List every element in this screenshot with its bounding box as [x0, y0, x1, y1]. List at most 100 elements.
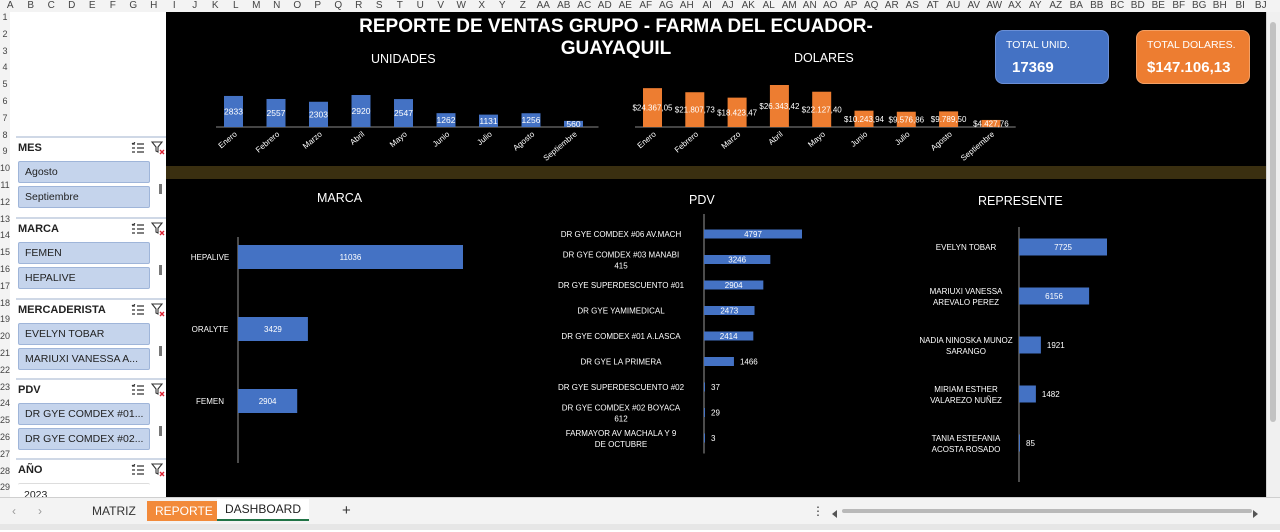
slicer-item[interactable]: DR GYE COMDEX #01...: [18, 403, 150, 425]
clear-filter-icon[interactable]: [150, 383, 166, 397]
row-header[interactable]: 13: [0, 213, 11, 224]
row-header[interactable]: 26: [0, 432, 11, 442]
multi-select-icon[interactable]: [130, 463, 146, 477]
column-header[interactable]: R: [355, 0, 363, 11]
column-header[interactable]: BI: [1235, 0, 1245, 11]
column-header[interactable]: AB: [557, 0, 571, 11]
column-header[interactable]: BG: [1192, 0, 1207, 11]
row-header[interactable]: 6: [2, 96, 8, 106]
slicer-item[interactable]: Agosto: [18, 161, 150, 183]
row-header[interactable]: 22: [0, 364, 11, 375]
row-header[interactable]: 4: [2, 62, 8, 73]
column-header[interactable]: V: [437, 0, 445, 11]
vertical-scrollbar[interactable]: [1266, 12, 1280, 497]
slicer-item[interactable]: Septiembre: [18, 186, 150, 208]
column-header[interactable]: AP: [844, 0, 858, 11]
column-header[interactable]: AD: [597, 0, 612, 11]
multi-select-icon[interactable]: [130, 383, 146, 397]
clear-filter-icon[interactable]: [150, 141, 166, 155]
row-header[interactable]: 24: [0, 398, 11, 409]
column-header[interactable]: Q: [334, 0, 343, 11]
row-header[interactable]: 5: [2, 79, 8, 90]
row-header[interactable]: 27: [0, 448, 11, 459]
column-header[interactable]: I: [172, 0, 176, 11]
row-header[interactable]: 14: [0, 230, 11, 241]
slicer-scrollbar[interactable]: [159, 346, 162, 356]
vertical-scroll-thumb[interactable]: [1270, 22, 1276, 422]
column-header[interactable]: AQ: [864, 0, 879, 11]
column-header[interactable]: E: [88, 0, 96, 11]
slicer-item[interactable]: HEPALIVE: [18, 267, 150, 289]
column-header[interactable]: BJ: [1254, 0, 1267, 11]
multi-select-icon[interactable]: [130, 222, 146, 236]
row-header[interactable]: 3: [2, 45, 8, 56]
column-header[interactable]: S: [375, 0, 383, 11]
row-header[interactable]: 17: [0, 280, 11, 291]
row-header[interactable]: 1: [2, 12, 8, 22]
row-header[interactable]: 15: [0, 247, 11, 258]
column-header[interactable]: AT: [926, 0, 939, 11]
column-header[interactable]: W: [456, 0, 466, 11]
clear-filter-icon[interactable]: [150, 222, 166, 236]
row-header[interactable]: 23: [0, 381, 11, 392]
total-dollars-card[interactable]: TOTAL DOLARES. $147.106,13: [1136, 30, 1250, 84]
column-header[interactable]: F: [109, 0, 116, 11]
column-header[interactable]: AM: [781, 0, 797, 11]
row-header[interactable]: 8: [2, 129, 8, 140]
slicer-item[interactable]: MARIUXI VANESSA A...: [18, 348, 150, 370]
column-header[interactable]: AK: [741, 0, 755, 11]
horizontal-scrollbar[interactable]: [830, 506, 1260, 518]
clear-filter-icon[interactable]: [150, 463, 166, 477]
column-header[interactable]: G: [129, 0, 138, 11]
row-header[interactable]: 25: [0, 415, 11, 426]
slicer-item[interactable]: DR GYE COMDEX #02...: [18, 428, 150, 450]
more-options-icon[interactable]: ⋮: [812, 504, 824, 518]
column-header[interactable]: AC: [577, 0, 592, 11]
column-header[interactable]: AH: [679, 0, 694, 11]
column-header[interactable]: AR: [884, 0, 899, 11]
multi-select-icon[interactable]: [130, 141, 146, 155]
row-header[interactable]: 9: [2, 146, 8, 157]
horizontal-scroll-thumb[interactable]: [842, 509, 1252, 513]
slicer-scrollbar[interactable]: [159, 426, 162, 436]
column-header[interactable]: BD: [1130, 0, 1145, 11]
column-header[interactable]: AV: [967, 0, 981, 11]
column-header[interactable]: AA: [536, 0, 550, 11]
column-header[interactable]: J: [192, 0, 198, 11]
clear-filter-icon[interactable]: [150, 303, 166, 317]
column-header[interactable]: AF: [639, 0, 653, 11]
prev-sheet-button[interactable]: ‹: [12, 504, 16, 518]
tab-dashboard[interactable]: DASHBOARD: [217, 499, 310, 521]
column-header[interactable]: B: [27, 0, 35, 11]
column-header[interactable]: P: [314, 0, 322, 11]
row-header[interactable]: 10: [0, 163, 11, 174]
add-sheet-button[interactable]: +: [342, 502, 351, 519]
column-header[interactable]: BC: [1110, 0, 1125, 11]
column-header[interactable]: BA: [1069, 0, 1083, 11]
slicer-item[interactable]: 2023: [18, 483, 150, 498]
column-header[interactable]: O: [293, 0, 302, 11]
slicer-scrollbar[interactable]: [159, 265, 162, 275]
column-header[interactable]: BB: [1090, 0, 1104, 11]
row-header[interactable]: 12: [0, 196, 11, 207]
row-header[interactable]: 7: [2, 112, 8, 123]
row-header[interactable]: 29: [0, 482, 11, 493]
column-header[interactable]: AJ: [721, 0, 734, 11]
column-header[interactable]: AU: [946, 0, 961, 11]
column-header[interactable]: AG: [659, 0, 674, 11]
column-header[interactable]: AN: [802, 0, 817, 11]
row-header[interactable]: 16: [0, 264, 11, 274]
next-sheet-button[interactable]: ›: [38, 504, 42, 518]
row-header[interactable]: 11: [0, 180, 10, 190]
row-header[interactable]: 20: [0, 331, 11, 342]
column-header[interactable]: K: [211, 0, 219, 11]
row-header[interactable]: 2: [2, 28, 8, 39]
column-header[interactable]: Z: [519, 0, 526, 11]
column-header[interactable]: AI: [702, 0, 712, 11]
tab-reporte[interactable]: REPORTE: [147, 501, 221, 521]
slicer-item[interactable]: EVELYN TOBAR: [18, 323, 150, 345]
column-header[interactable]: D: [68, 0, 76, 11]
total-units-card[interactable]: TOTAL UNID. 17369: [995, 30, 1109, 84]
column-header[interactable]: BH: [1212, 0, 1227, 11]
tab-matriz[interactable]: MATRIZ: [92, 504, 136, 518]
